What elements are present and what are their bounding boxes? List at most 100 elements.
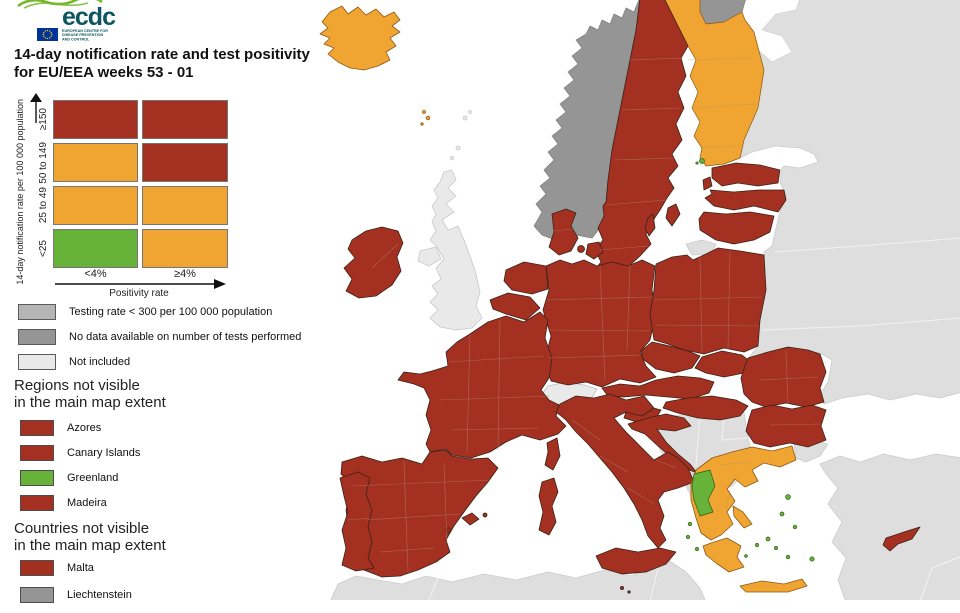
- island-ibiza: [445, 527, 451, 533]
- greek-island: [765, 536, 771, 542]
- island-funen: [577, 245, 585, 253]
- legend-label: Canary Islands: [67, 446, 141, 459]
- legend-item: Testing rate < 300 per 100 000 populatio…: [18, 303, 301, 320]
- country-turkey: [819, 453, 960, 600]
- regions-not-visible-heading: Regions not visible in the main map exte…: [14, 377, 166, 411]
- island-zealand: [585, 241, 604, 260]
- region-north-africa: [330, 559, 706, 600]
- island-sardinia: [538, 477, 559, 536]
- heading-line: Countries not visible: [14, 520, 150, 537]
- region-epirus-greece: [691, 469, 716, 517]
- orkney-islands: [455, 145, 461, 151]
- region-kaliningrad: [685, 239, 717, 256]
- greek-island: [755, 543, 759, 547]
- legend-label: Madeira: [67, 496, 107, 509]
- legend-item: Not included: [18, 353, 301, 370]
- legend-item: Greenland: [20, 469, 140, 486]
- legend-label: Testing rate < 300 per 100 000 populatio…: [69, 305, 273, 318]
- legend-swatch: [20, 444, 54, 461]
- legend-swatch: [20, 494, 54, 511]
- country-iceland: [319, 5, 401, 71]
- matrix-y-axis: 14-day notification rate per 100 000 pop…: [13, 94, 27, 290]
- legend-swatch: [20, 419, 54, 436]
- orkney-islands: [449, 155, 455, 161]
- faroe-islands: [425, 115, 431, 121]
- country-greece: [690, 445, 797, 541]
- island-saaremaa: [702, 176, 713, 191]
- matrix-cell-r0c1: [142, 100, 228, 139]
- matrix-x-axis-label: Positivity rate: [109, 288, 169, 299]
- matrix-cell-r2c1: [142, 186, 228, 225]
- heading-line: in the main map extent: [14, 537, 166, 554]
- eu-flag-stars: [42, 29, 53, 40]
- matrix-col-labels: <4% ≥4%: [53, 268, 228, 280]
- logo-wordmark: ecdc: [62, 3, 116, 31]
- country-ireland: [343, 226, 404, 299]
- matrix-legend-grid: [53, 100, 228, 268]
- legend-swatch: [20, 469, 54, 486]
- eu-flag-icon: [37, 28, 58, 41]
- country-czechia: [640, 341, 701, 374]
- faroe-islands: [420, 122, 424, 126]
- heading-line: Regions not visible: [14, 377, 140, 394]
- legend-item: No data available on number of tests per…: [18, 328, 301, 345]
- country-netherlands: [503, 261, 549, 295]
- country-cyprus: [882, 526, 921, 552]
- ecdc-map-page: { "logo": { "wordmark": "ecdc", "org_lin…: [13, 0, 960, 603]
- greek-island: [785, 494, 791, 500]
- island-corsica: [544, 437, 561, 471]
- matrix-cell-r2c0: [53, 186, 138, 225]
- greek-island: [792, 524, 798, 530]
- legend-label: No data available on number of tests per…: [69, 330, 302, 343]
- matrix-cell-r3c0: [53, 229, 138, 268]
- country-hungary: [662, 395, 749, 421]
- country-united-kingdom: [429, 169, 483, 331]
- island-oland: [644, 213, 656, 237]
- matrix-cell-r0c0: [53, 100, 138, 139]
- island-malta: [627, 590, 631, 594]
- countries-not-visible-heading: Countries not visible in the main map ex…: [14, 520, 166, 554]
- legend-label: Liechtenstein: [67, 588, 132, 601]
- country-austria: [601, 375, 715, 400]
- legend-item: Madeira: [20, 494, 140, 511]
- regions-not-visible-list: Azores Canary Islands Greenland Madeira: [20, 419, 140, 519]
- logo-scribble: [23, 2, 89, 9]
- legend-label: Malta: [67, 561, 94, 574]
- shetland-islands: [468, 110, 472, 114]
- europe-map: [319, 0, 960, 600]
- island-sicily: [595, 547, 677, 575]
- shetland-islands: [462, 115, 468, 121]
- legend-item: Malta: [20, 559, 132, 576]
- legend-item: Liechtenstein: [20, 586, 132, 603]
- greek-island: [774, 546, 778, 550]
- country-estonia: [711, 162, 781, 187]
- country-portugal: [339, 471, 375, 572]
- legend-swatch: [20, 559, 54, 576]
- countries-not-visible-list: Malta Liechtenstein: [20, 559, 132, 613]
- country-romania: [740, 346, 827, 408]
- matrix-cell-r1c0: [53, 143, 138, 182]
- greek-island: [779, 511, 785, 517]
- legend-label: Greenland: [67, 471, 119, 484]
- x-axis-arrow-icon: [55, 279, 226, 289]
- country-bulgaria: [745, 404, 827, 448]
- legend-swatch: [20, 586, 54, 603]
- matrix-row-label: ≥150: [38, 108, 49, 131]
- matrix-row-label: 25 to 49: [38, 187, 49, 224]
- country-germany: [542, 259, 657, 388]
- logo-org-line: DISEASE PREVENTION: [62, 33, 104, 37]
- country-poland: [649, 247, 767, 355]
- map-layer-green: [686, 158, 815, 562]
- country-france: [397, 311, 567, 459]
- country-lithuania: [698, 211, 775, 245]
- logo-org-line: AND CONTROL: [62, 37, 90, 41]
- island-mallorca: [461, 512, 480, 526]
- matrix-col-label: ≥4%: [174, 268, 196, 280]
- aland-islands: [695, 161, 699, 165]
- island-malta: [620, 586, 625, 591]
- legend-label: Not included: [69, 355, 131, 368]
- nuts-region-borders: [347, 57, 821, 573]
- legend-swatch: [18, 303, 56, 320]
- legend-label: Azores: [67, 421, 102, 434]
- country-italy: [555, 393, 695, 549]
